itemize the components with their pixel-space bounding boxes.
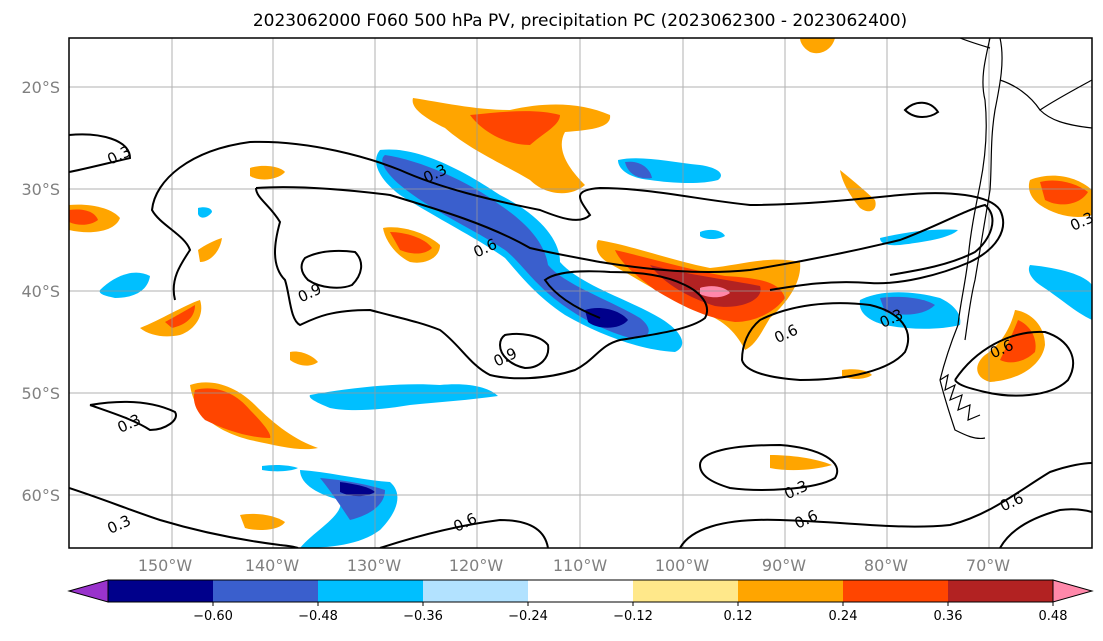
precip-neg-core bbox=[382, 155, 649, 339]
lon-tick-label: 120°W bbox=[449, 556, 504, 575]
colorbar-segment bbox=[948, 580, 1054, 602]
colorbar-tick-label: −0.48 bbox=[298, 609, 338, 624]
figure-title: 2023062000 F060 500 hPa PV, precipitatio… bbox=[253, 11, 907, 31]
precip-neg-blob-36e bbox=[880, 229, 958, 246]
precip-pos-high bbox=[650, 265, 761, 307]
lat-axis: 20°S 30°S 40°S 50°S 60°S bbox=[21, 78, 60, 505]
colorbar-tick-label: −0.24 bbox=[508, 609, 548, 624]
precip-blob-w33-core bbox=[69, 209, 98, 225]
colorbar-tick-label: 0.36 bbox=[934, 609, 963, 624]
colorbar-segment bbox=[738, 580, 844, 602]
precip-blob-e28 bbox=[840, 170, 876, 212]
precip-neg-blob-33 bbox=[198, 207, 212, 218]
precip-blob-w38 bbox=[198, 238, 222, 262]
pv-contour-0.9-a bbox=[300, 249, 363, 289]
precip-blob-n13 bbox=[800, 38, 835, 54]
lon-axis: 150°W 140°W 130°W 120°W 110°W 100°W 90°W… bbox=[138, 556, 1010, 575]
lon-tick-label: 90°W bbox=[762, 556, 806, 575]
colorbar-tick-label: 0.12 bbox=[724, 609, 753, 624]
pv-contour-0.6-east bbox=[740, 302, 910, 382]
lat-tick-label: 50°S bbox=[21, 384, 60, 403]
precip-neg-48s bbox=[309, 384, 498, 411]
lon-tick-label: 130°W bbox=[347, 556, 402, 575]
precip-blob-s57 bbox=[240, 513, 285, 530]
pv-contour-0.3-sw-corner bbox=[69, 487, 299, 548]
colorbar-segment bbox=[423, 580, 529, 602]
fjord-coast bbox=[939, 373, 981, 421]
map-frame bbox=[68, 37, 1093, 549]
lat-tick-label: 40°S bbox=[21, 282, 60, 301]
colorbar-segment bbox=[633, 580, 739, 602]
pv-contour-0.9-b bbox=[498, 332, 550, 370]
colorbar-frame bbox=[107, 579, 1054, 603]
colorbar-segment bbox=[528, 580, 634, 602]
colorbar-segment bbox=[843, 580, 949, 602]
precip-southwest-core bbox=[193, 388, 271, 438]
precip-neg-peak bbox=[585, 308, 628, 328]
pv-contour-0.6-chile bbox=[954, 330, 1074, 397]
precip-blob-w30 bbox=[250, 165, 285, 180]
colorbar-segment bbox=[213, 580, 319, 602]
precip-neg-east-core bbox=[880, 296, 935, 315]
lon-tick-label: 150°W bbox=[138, 556, 193, 575]
pv-contour-0.3-ne bbox=[903, 101, 940, 118]
precip-pos-chile-core bbox=[1000, 320, 1036, 363]
south-america-coast bbox=[939, 38, 991, 440]
colorbar-segment bbox=[108, 580, 214, 602]
lon-tick-label: 100°W bbox=[655, 556, 710, 575]
colorbar-tick-label: 0.48 bbox=[1039, 609, 1068, 624]
lat-tick-label: 60°S bbox=[21, 486, 60, 505]
pv-contour-0.6-band bbox=[255, 186, 994, 276]
contour-labels: 0.30.30.60.90.90.60.30.30.60.3 0.60.60.30… bbox=[105, 142, 1097, 538]
precip-north-core bbox=[470, 111, 560, 145]
precip-neg-blob-35 bbox=[700, 229, 725, 239]
pv-contour-0.3-south bbox=[698, 443, 838, 491]
precip-north-blob bbox=[412, 98, 611, 194]
precip-neg-blob-38 bbox=[99, 272, 150, 298]
paraguay-border bbox=[1039, 109, 1092, 129]
colorbar-tick-label: −0.60 bbox=[193, 609, 233, 624]
colorbar-segment bbox=[318, 580, 424, 602]
peru-coast bbox=[959, 38, 991, 49]
colorbar-tick-label: 0.24 bbox=[829, 609, 858, 624]
colorbar-tick-label: −0.36 bbox=[403, 609, 443, 624]
lon-tick-label: 140°W bbox=[245, 556, 300, 575]
pv-contour-0.6-s-center bbox=[379, 518, 549, 548]
precip-blob-36-core bbox=[390, 232, 432, 254]
pv-contour-0.6-inner bbox=[255, 187, 708, 380]
precip-neg-south-peak bbox=[340, 482, 375, 497]
coastlines bbox=[939, 38, 1092, 440]
colorbar: −0.60 −0.48 −0.36 −0.24 −0.12 0.12 0.24 0.36 0.4… bbox=[67, 579, 1094, 624]
colorbar-extend-min bbox=[67, 579, 109, 603]
lat-tick-label: 20°S bbox=[21, 78, 60, 97]
pv-contour-0.6-far-se bbox=[999, 508, 1092, 548]
map-panel: 0.30.30.60.90.90.60.30.30.60.3 0.60.60.30… bbox=[68, 37, 1097, 549]
precip-neg-far-east bbox=[1028, 265, 1092, 320]
pv-contour-0.3-sw bbox=[89, 400, 177, 432]
precip-pos-peak bbox=[700, 286, 730, 298]
pv-contours bbox=[69, 101, 1092, 548]
colorbar-tick-label: −0.12 bbox=[613, 609, 653, 624]
gridlines bbox=[69, 38, 1092, 548]
colorbar-extend-max bbox=[1052, 579, 1094, 603]
pv-contour-0.3-main bbox=[150, 140, 1005, 301]
precip-neg-blob-57 bbox=[262, 464, 298, 472]
lat-tick-label: 30°S bbox=[21, 180, 60, 199]
precipitation-field bbox=[69, 38, 1092, 548]
andes-border bbox=[964, 38, 1003, 341]
lon-tick-label: 110°W bbox=[553, 556, 608, 575]
pv-contour-0.3-north bbox=[69, 133, 132, 173]
lon-tick-label: 80°W bbox=[864, 556, 908, 575]
precip-blob-43 bbox=[140, 300, 202, 337]
precip-neg-blob-28-core bbox=[625, 161, 652, 179]
precip-pos-east-top-core bbox=[1040, 180, 1088, 205]
precip-blob-w46 bbox=[290, 351, 318, 366]
pv-contour-0.6-south bbox=[679, 462, 1092, 548]
lon-tick-label: 70°W bbox=[966, 556, 1010, 575]
